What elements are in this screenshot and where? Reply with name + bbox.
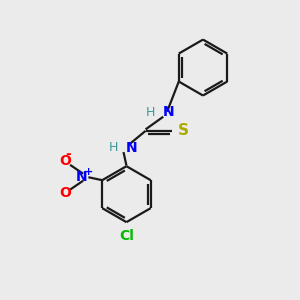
Text: N: N [76, 170, 87, 184]
Text: Cl: Cl [119, 229, 134, 243]
Text: N: N [163, 105, 174, 119]
Text: H: H [109, 141, 119, 154]
Text: O: O [59, 154, 71, 168]
Text: S: S [177, 123, 188, 138]
Text: O: O [59, 186, 71, 200]
Text: +: + [83, 167, 93, 177]
Text: N: N [126, 141, 137, 154]
Text: -: - [65, 147, 71, 161]
Text: H: H [146, 106, 155, 119]
